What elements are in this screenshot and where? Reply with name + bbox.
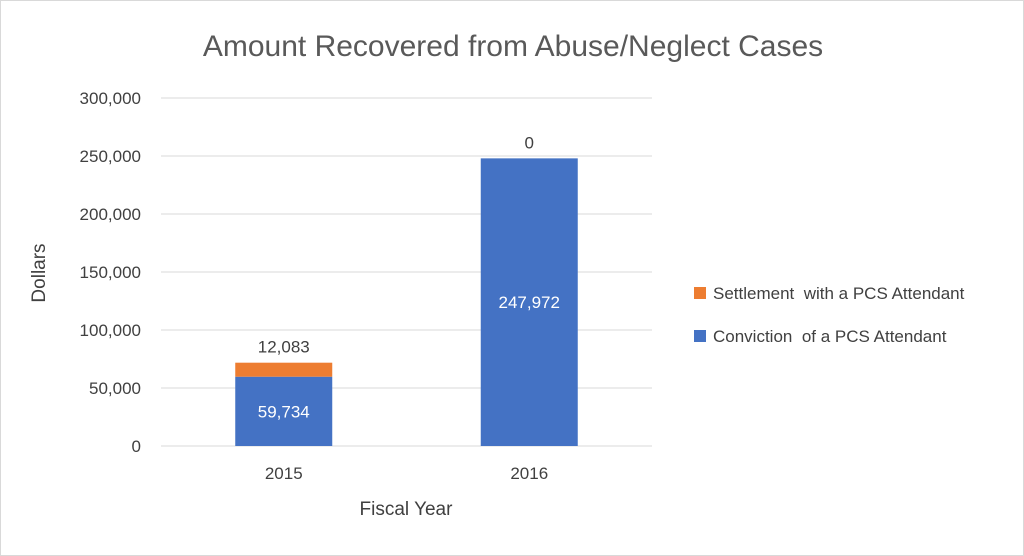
- bar-value-label: 59,734: [258, 402, 310, 421]
- y-tick-label: 300,000: [80, 89, 141, 108]
- y-tick-label: 0: [132, 437, 141, 456]
- y-tick-label: 100,000: [80, 321, 141, 340]
- bars: [235, 158, 578, 446]
- legend-label: Settlement with a PCS Attendant: [713, 284, 965, 303]
- y-tick-label: 250,000: [80, 147, 141, 166]
- bar-labels: 59,734 12,083 247,972 0: [258, 133, 560, 421]
- legend-swatch: [694, 287, 706, 299]
- chart-title: Amount Recovered from Abuse/Neglect Case…: [203, 30, 823, 63]
- x-tick-label: 2015: [265, 464, 303, 483]
- legend: Settlement with a PCS Attendant Convictio…: [694, 284, 965, 346]
- legend-swatch: [694, 330, 706, 342]
- bar-segment: [235, 376, 333, 446]
- y-axis-title: Dollars: [29, 243, 50, 302]
- x-tick-label: 2016: [510, 464, 548, 483]
- y-tick-label: 200,000: [80, 205, 141, 224]
- y-tick-label: 50,000: [89, 379, 141, 398]
- y-axis-ticks: 0 50,000 100,000 150,000 200,000 250,000 300,0…: [80, 89, 141, 456]
- bar-value-label: 12,083: [258, 338, 310, 357]
- bar-value-label: 0: [525, 133, 534, 152]
- bar-segment: [480, 158, 578, 446]
- bar-value-label: 247,972: [499, 293, 560, 312]
- gridlines: [161, 97, 652, 447]
- x-axis-title: Fiscal Year: [360, 499, 454, 520]
- x-axis-ticks: 2015 2016: [265, 464, 548, 483]
- legend-label: Conviction of a PCS Attendant: [713, 327, 947, 346]
- bar-segment: [235, 362, 333, 377]
- y-tick-label: 150,000: [80, 263, 141, 282]
